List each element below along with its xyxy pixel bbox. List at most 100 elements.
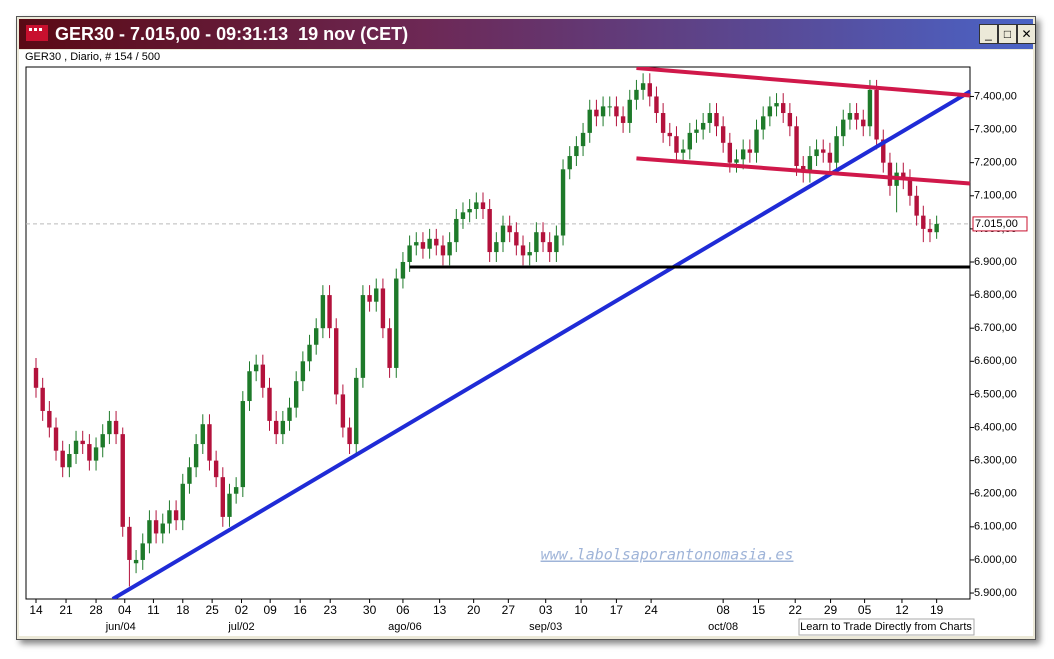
month-label: jul/02 [227,621,254,633]
minimize-button[interactable]: _ [979,24,998,44]
candle-body [560,169,566,236]
candle-body [781,103,786,114]
x-tick-label: 20 [467,603,481,617]
y-tick-label: 6.100,00 [974,521,1017,533]
candle-body [694,129,699,133]
y-tick-label: 6.200,00 [974,488,1017,500]
x-tick-label: 08 [716,603,730,617]
footer-link[interactable]: Learn to Trade Directly from Charts [800,621,972,633]
candle-body [173,510,179,521]
app-icon [26,25,48,41]
candle-body [347,427,352,445]
candle-body [901,172,906,180]
candle-body [247,371,252,402]
candle-body [841,119,846,137]
candle-body [747,149,753,153]
x-tick-label: 29 [824,603,838,617]
trend-line [111,89,972,599]
candle-body [454,218,459,243]
candle-body [500,225,506,243]
candle-body [487,209,492,253]
footer-box [798,618,975,636]
candle-body [854,113,859,120]
candle-body [634,89,639,100]
x-tick-label: 19 [930,603,944,617]
candle-body [167,510,172,524]
candle-body [527,252,532,256]
last-price-label: 7.015,00 [975,218,1018,230]
candle-body [660,113,666,133]
month-label: oct/08 [708,621,738,633]
candle-body [87,444,92,461]
candle-body [420,242,426,249]
candle-body [153,520,159,534]
candle-body [360,295,366,378]
candle-body [407,245,412,262]
candle-body [874,89,879,140]
candle-body [680,149,686,153]
candle-body [821,149,826,153]
maximize-button[interactable]: □ [998,24,1017,44]
month-label: sep/03 [529,621,562,633]
candle-body [774,103,779,107]
close-button[interactable]: ✕ [1017,24,1036,44]
candle-body [340,394,346,428]
candle-body [287,407,292,421]
x-tick-label: 13 [433,603,447,617]
month-label: jun/04 [105,621,136,633]
candle-body [314,328,319,345]
candle-body [507,225,512,233]
candle-body [120,434,125,527]
candle-body [654,96,659,114]
y-tick-label: 7.200,00 [974,157,1017,169]
x-tick-label: 23 [324,603,338,617]
candle-body [767,106,773,117]
candle-body [587,109,592,133]
y-tick-label: 6.300,00 [974,455,1017,467]
candle-body [233,487,239,494]
candle-body [667,132,672,137]
candle-body [727,142,733,163]
x-tick-label: 03 [539,603,553,617]
month-label: ago/06 [388,621,422,633]
candle-body [447,242,452,256]
candle-body [494,242,499,253]
candle-body [640,83,646,90]
candle-body [367,295,372,302]
x-tick-label: 17 [610,603,624,617]
candle-body [754,129,759,153]
candle-body [480,202,486,210]
candle-body [107,420,112,435]
x-tick-label: 16 [294,603,308,617]
candle-body [140,543,145,560]
y-tick-label: 6.400,00 [974,421,1017,433]
x-tick-label: 21 [59,603,73,617]
candle-body [40,387,45,411]
x-tick-label: 11 [147,603,160,617]
candle-body [60,450,65,468]
candle-body [380,288,386,329]
candle-body [614,106,619,117]
x-tick-label: 14 [29,603,43,617]
candle-body [814,149,819,157]
x-tick-label: 22 [789,603,803,617]
candle-body [207,424,212,461]
candle-body [547,242,552,253]
chart: GER30 , Diario, # 154 / 500 www.labolsap… [19,50,1033,636]
candle-body [514,232,519,246]
candle-body [33,367,39,388]
candle-body [600,106,606,117]
x-tick-label: 28 [89,603,103,617]
candle-body [847,113,853,120]
candle-body [93,447,99,461]
x-tick-label: 06 [396,603,410,617]
candle-body [67,453,72,468]
x-tick-label: 02 [235,603,249,617]
candle-body [253,364,259,372]
candle-body [354,377,359,445]
candle-body [520,245,526,256]
candle-body [240,401,246,488]
candle-body [113,420,119,435]
y-tick-label: 6.900,00 [974,256,1017,268]
candle-body [887,162,893,186]
